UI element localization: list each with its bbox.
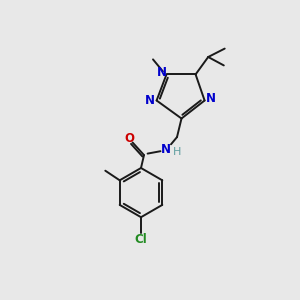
Text: O: O	[124, 131, 134, 145]
Text: N: N	[206, 92, 216, 106]
Text: H: H	[173, 147, 181, 157]
Text: N: N	[156, 66, 167, 80]
Text: N: N	[160, 143, 171, 156]
Text: Cl: Cl	[135, 233, 147, 246]
Text: N: N	[145, 94, 155, 107]
